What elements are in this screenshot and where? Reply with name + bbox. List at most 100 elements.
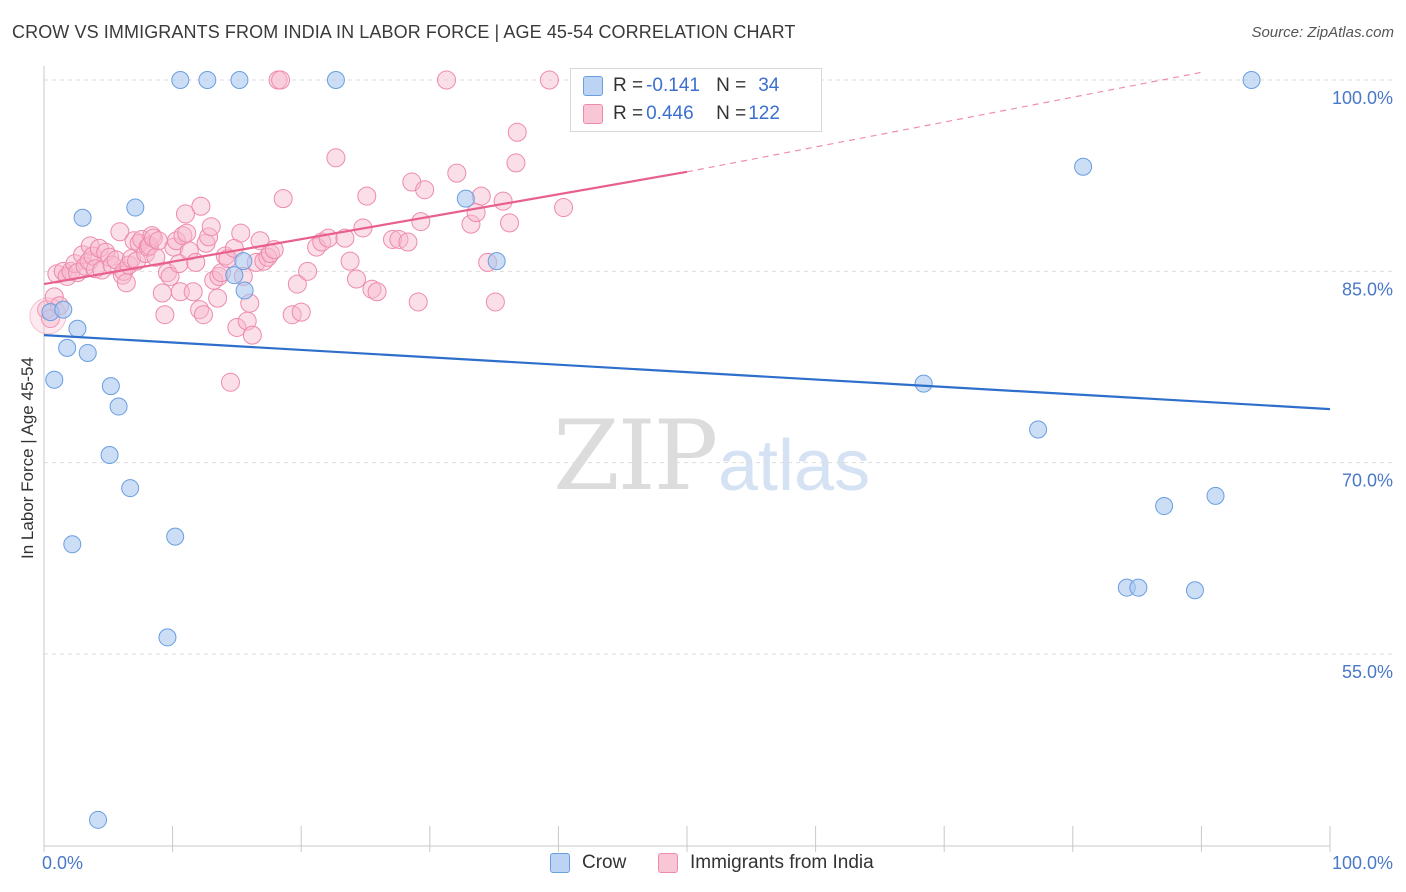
crow-point xyxy=(68,319,87,338)
crow-point xyxy=(235,281,254,300)
crow-point xyxy=(54,300,73,319)
india-point xyxy=(362,279,382,299)
india-point xyxy=(83,246,103,266)
india-point xyxy=(124,231,144,251)
stats-legend: R = -0.141 N = 34 R = 0.446 N = 122 xyxy=(570,68,822,132)
india-point xyxy=(273,189,293,209)
crow-point xyxy=(171,71,190,89)
india-point xyxy=(183,282,203,302)
crow-point xyxy=(198,71,217,89)
watermark-zip: ZIP xyxy=(553,400,718,512)
crow-point xyxy=(914,374,933,393)
india-point xyxy=(447,163,467,183)
india-point xyxy=(437,70,457,90)
india-point xyxy=(208,288,228,308)
crow-point xyxy=(234,252,253,271)
india-point xyxy=(346,269,366,289)
india-point xyxy=(143,228,163,248)
crow-point xyxy=(456,189,475,208)
india-point xyxy=(398,232,418,252)
crow-point xyxy=(100,446,119,465)
r-label: R = xyxy=(613,75,644,96)
crow-point xyxy=(166,527,185,546)
india-point xyxy=(110,222,130,242)
india-point xyxy=(335,228,355,248)
legend-item-india[interactable]: Immigrants from India xyxy=(658,852,874,874)
india-point xyxy=(298,261,318,281)
source-label: Source: ZipAtlas.com xyxy=(1251,24,1394,41)
crow-point xyxy=(78,343,97,362)
y-tick-label: 85.0% xyxy=(1342,279,1393,299)
india-point xyxy=(152,283,172,303)
india-point xyxy=(96,242,116,262)
x-ticks: 0.0% 100.0% xyxy=(42,853,1393,873)
india-point xyxy=(493,191,513,211)
india-point xyxy=(227,317,247,337)
n-value: 34 xyxy=(758,75,780,96)
india-point xyxy=(201,217,221,237)
watermark-atlas: atlas xyxy=(718,426,871,506)
x-tick-label: 100.0% xyxy=(1332,853,1393,873)
legend-label-india: Immigrants from India xyxy=(690,852,874,873)
india-point xyxy=(204,270,224,290)
india-point xyxy=(116,273,136,293)
india-point xyxy=(193,305,213,325)
india-point xyxy=(340,251,360,271)
y-ticks: 55.0% 70.0% 85.0% 100.0% xyxy=(1332,88,1393,682)
india-point xyxy=(177,223,197,243)
crow-point xyxy=(1029,420,1048,439)
crow-point xyxy=(126,198,145,217)
stats-row-crow: R = -0.141 N = 34 xyxy=(583,74,779,98)
chart-title: CROW VS IMMIGRANTS FROM INDIA IN LABOR F… xyxy=(12,22,796,42)
india-point xyxy=(138,237,158,257)
india-point xyxy=(242,325,262,345)
r-label: R = xyxy=(613,103,644,124)
x-tick-label: 0.0% xyxy=(42,853,83,873)
n-label: N = xyxy=(716,103,747,124)
stats-row-india: R = 0.446 N = 122 xyxy=(583,102,780,126)
crow-swatch xyxy=(550,853,570,873)
crow-point xyxy=(1074,157,1093,176)
n-label: N = xyxy=(716,75,747,96)
crow-point xyxy=(109,397,128,416)
india-point xyxy=(175,204,195,224)
crow-point xyxy=(58,338,77,357)
india-point xyxy=(271,70,291,90)
crow-point xyxy=(1242,71,1261,89)
crow-point xyxy=(1129,578,1148,597)
india-point xyxy=(166,231,186,251)
india-point xyxy=(367,282,387,302)
crow-point xyxy=(326,71,345,89)
india-point xyxy=(461,214,481,234)
india-point xyxy=(231,223,251,243)
india-swatch xyxy=(583,104,603,124)
y-tick-label: 100.0% xyxy=(1332,88,1393,108)
india-point xyxy=(326,148,346,168)
india-point xyxy=(318,228,338,248)
india-point xyxy=(471,186,491,206)
legend-item-crow[interactable]: Crow xyxy=(550,852,626,874)
r-value: -0.141 xyxy=(646,75,700,96)
y-tick-label: 55.0% xyxy=(1342,662,1393,682)
india-point xyxy=(539,70,559,90)
india-point xyxy=(190,300,210,320)
crow-point xyxy=(101,377,120,396)
trend-lines xyxy=(43,71,1331,411)
india-point xyxy=(102,255,122,275)
crow-point xyxy=(63,535,82,554)
crow-point xyxy=(230,71,249,89)
india-point xyxy=(357,186,377,206)
crow-swatch xyxy=(583,76,603,96)
crow-point xyxy=(158,628,177,647)
india-point xyxy=(291,302,311,322)
india-point xyxy=(408,292,428,312)
crow-point xyxy=(487,252,506,271)
india-point xyxy=(507,122,527,142)
india-points xyxy=(29,70,574,392)
n-value: 122 xyxy=(748,103,780,124)
india-point xyxy=(191,196,211,216)
india-swatch xyxy=(658,853,678,873)
india-point xyxy=(554,198,574,218)
r-value: 0.446 xyxy=(646,103,694,124)
